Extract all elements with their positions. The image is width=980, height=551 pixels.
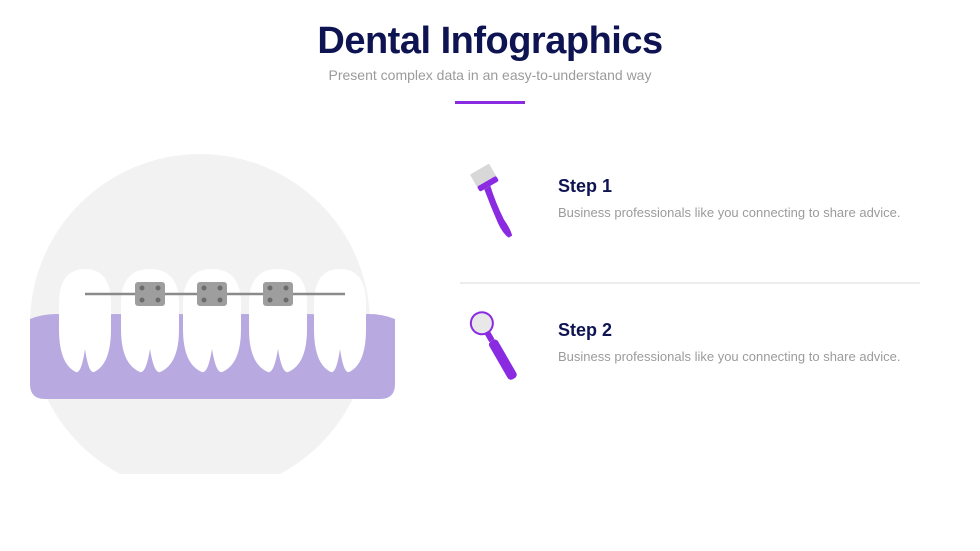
step-2-description: Business professionals like you connecti… xyxy=(558,347,901,367)
step-1-text: Step 1 Business professionals like you c… xyxy=(558,164,901,223)
braces-illustration xyxy=(30,154,410,474)
step-2-title: Step 2 xyxy=(558,320,901,341)
page-title: Dental Infographics xyxy=(0,20,980,63)
content-area: Step 1 Business professionals like you c… xyxy=(0,104,980,474)
toothbrush-icon xyxy=(460,164,530,244)
header: Dental Infographics Present complex data… xyxy=(0,0,980,104)
steps-list: Step 1 Business professionals like you c… xyxy=(410,154,920,408)
step-1-title: Step 1 xyxy=(558,176,901,197)
step-1: Step 1 Business professionals like you c… xyxy=(460,164,920,264)
page-subtitle: Present complex data in an easy-to-under… xyxy=(0,67,980,83)
step-2: Step 2 Business professionals like you c… xyxy=(460,308,920,408)
step-1-description: Business professionals like you connecti… xyxy=(558,203,901,223)
mirror-icon xyxy=(460,308,530,388)
step-divider xyxy=(460,282,920,284)
step-2-text: Step 2 Business professionals like you c… xyxy=(558,308,901,367)
